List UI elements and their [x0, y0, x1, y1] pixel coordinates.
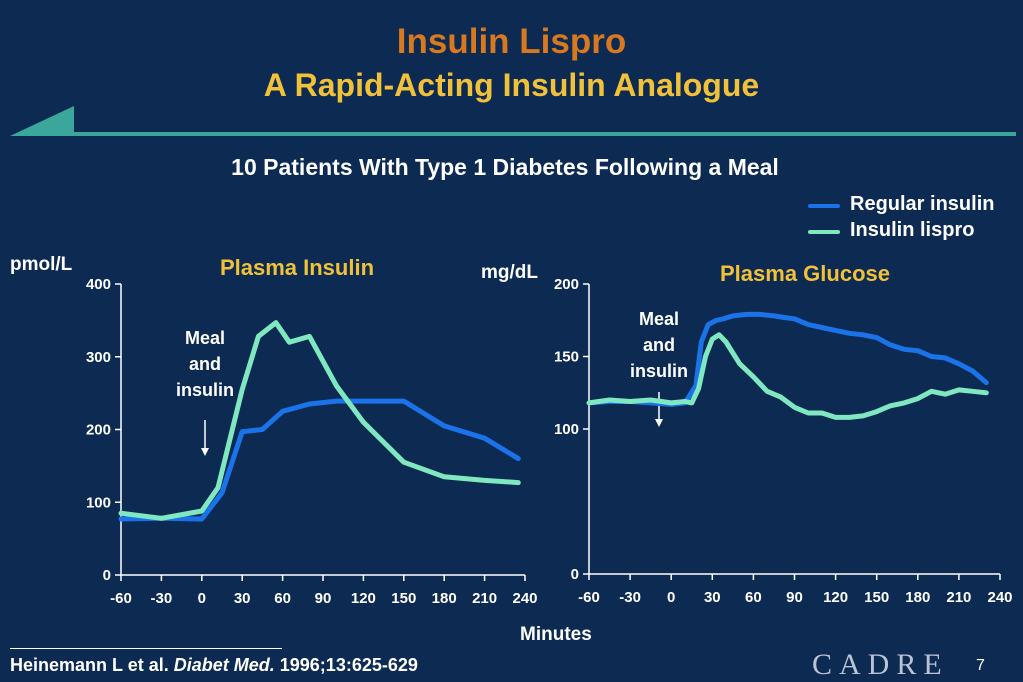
glucose-x-tick-label: 180	[905, 589, 930, 606]
cadre-logo: CADRE	[812, 648, 949, 681]
glucose-x-tick-label: 240	[987, 589, 1012, 606]
insulin-x-tick-label: 120	[351, 590, 376, 607]
legend-swatch-lispro	[808, 230, 840, 234]
insulin-series-regular-line	[118, 398, 521, 522]
glucose-annotation-line: insulin	[630, 361, 688, 381]
accent-triangle	[10, 106, 74, 136]
citation-authors: Heinemann L et al.	[10, 655, 169, 675]
insulin-x-tick-label: 180	[432, 590, 457, 607]
slide-title: Insulin Lispro	[396, 22, 627, 61]
insulin-annotation-arrowhead	[201, 448, 209, 456]
glucose-y-tick-label: 0	[571, 566, 579, 583]
chart-heading: 10 Patients With Type 1 Diabetes Followi…	[231, 154, 779, 180]
glucose-x-tick-label: 30	[704, 589, 721, 606]
accent-rule	[72, 132, 1016, 136]
insulin-y-tick-label: 200	[86, 422, 111, 439]
glucose-x-tick-label: 90	[786, 589, 803, 606]
insulin-x-tick-label: 150	[391, 590, 416, 607]
glucose-annotation-line: Meal	[639, 309, 679, 329]
glucose-x-tick-label: 0	[667, 589, 675, 606]
insulin-panel-title: Plasma Insulin	[220, 255, 374, 280]
insulin-annotation-line: Meal	[185, 328, 225, 348]
citation: Heinemann L et al. Diabet Med. 1996;13:6…	[10, 655, 418, 676]
insulin-y-tick-label: 400	[86, 276, 111, 293]
slide-subtitle: A Rapid-Acting Insulin Analogue	[263, 67, 760, 103]
glucose-series-lispro-line	[586, 332, 989, 420]
glucose-y-tick-label: 100	[554, 421, 579, 438]
insulin-x-tick-label: 210	[472, 590, 497, 607]
insulin-y-unit: pmol/L	[10, 254, 73, 275]
page-number: 7	[976, 657, 985, 674]
glucose-x-tick-label: 210	[946, 589, 971, 606]
insulin-x-tick-label: 0	[198, 590, 206, 607]
insulin-x-tick-label: 90	[315, 590, 332, 607]
glucose-y-unit: mg/dL	[481, 262, 538, 283]
insulin-x-tick-label: 60	[274, 590, 291, 607]
insulin-x-tick-label: -60	[110, 590, 132, 607]
glucose-x-tick-label: -60	[578, 589, 600, 606]
x-axis-label: Minutes	[520, 624, 592, 645]
glucose-annotation-arrowhead	[655, 419, 663, 427]
citation-journal: Diabet Med.	[173, 655, 275, 675]
glucose-x-tick-label: 120	[823, 589, 848, 606]
insulin-annotation-line: and	[189, 354, 221, 374]
legend-swatch-regular	[808, 204, 840, 208]
glucose-x-tick-label: -30	[619, 589, 641, 606]
glucose-x-tick-label: 60	[745, 589, 762, 606]
citation-ref: 1996;13:625-629	[279, 655, 418, 675]
insulin-x-tick-label: 30	[234, 590, 251, 607]
legend-label-regular: Regular insulin	[850, 193, 995, 215]
footer-divider	[10, 648, 282, 649]
glucose-x-tick-label: 150	[864, 589, 889, 606]
glucose-annotation-line: and	[643, 335, 675, 355]
insulin-x-tick-label: -30	[151, 590, 173, 607]
legend-label-lispro: Insulin lispro	[850, 219, 975, 241]
insulin-y-tick-label: 0	[103, 567, 111, 584]
glucose-y-tick-label: 200	[554, 276, 579, 293]
insulin-series-lispro-line	[118, 320, 521, 521]
insulin-y-tick-label: 300	[86, 349, 111, 366]
insulin-annotation-line: insulin	[176, 380, 234, 400]
glucose-panel-title: Plasma Glucose	[720, 261, 890, 286]
insulin-x-tick-label: 240	[512, 590, 537, 607]
glucose-y-tick-label: 150	[554, 349, 579, 366]
insulin-y-tick-label: 100	[86, 494, 111, 511]
